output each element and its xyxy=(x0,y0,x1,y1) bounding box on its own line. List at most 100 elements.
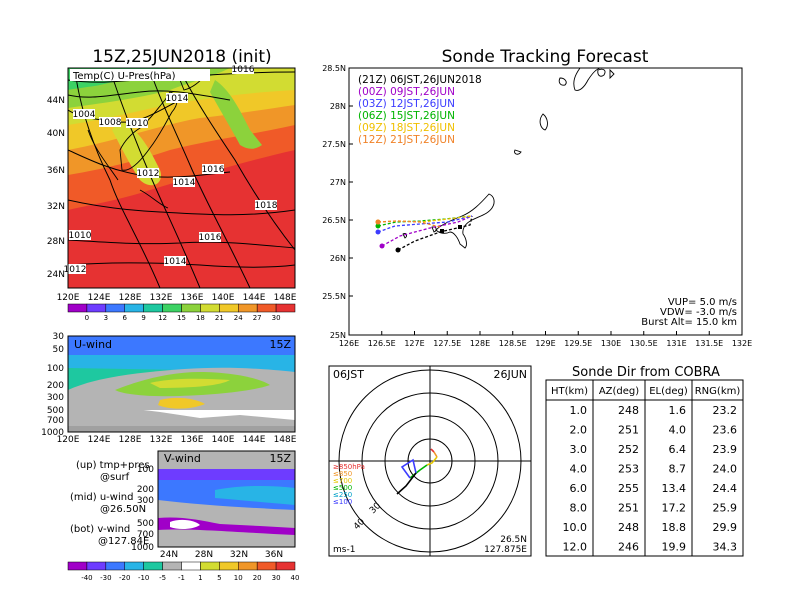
track-lon-tick: 127E xyxy=(404,339,424,348)
wind-colorbar-label: 20 xyxy=(253,574,262,582)
wind-colorbar-label: -5 xyxy=(159,574,166,582)
temp-colorbar-label: 27 xyxy=(253,314,262,322)
vwind-lat-tick: 32N xyxy=(230,550,248,560)
wind-colorbar-cell xyxy=(105,561,126,571)
table-cell: 29.9 xyxy=(713,521,738,534)
track-paths xyxy=(375,215,473,253)
vwind-lat-tick: 24N xyxy=(160,550,178,560)
isobar-label-bg xyxy=(232,64,254,74)
map-lon-tick: 136E xyxy=(181,293,204,303)
coastline xyxy=(402,68,615,249)
isobar-label-bg xyxy=(173,177,195,187)
hodo-level-item: ≤250 xyxy=(333,491,352,499)
temp-colorbar-cell xyxy=(105,303,126,313)
table-cell: 18.8 xyxy=(662,521,687,534)
map-lon-tick: 120E xyxy=(57,293,80,303)
uwind-level-tick: 1000 xyxy=(41,428,64,438)
temp-colorbar-cell xyxy=(275,303,296,313)
temp-colorbar-cell xyxy=(143,303,163,313)
table-header-cell: AZ(deg) xyxy=(599,386,639,397)
track-param: Burst Alt= 15.0 km xyxy=(641,317,737,328)
sonde-table: HT(km) AZ(deg) EL(deg) RNG(km) 1.0 248 1.6 23.2… xyxy=(546,380,743,556)
track-start-marker xyxy=(375,223,381,229)
uwind-lon-tick: 128E xyxy=(119,435,142,445)
temp-map xyxy=(68,68,295,288)
track-legend: (21Z) 06JST,26JUN2018(00Z) 09JST,26JUN(0… xyxy=(358,74,482,146)
uwind-level-tick: 300 xyxy=(47,393,64,403)
isobar-label: 1010 xyxy=(126,119,149,129)
table-cell: 24.4 xyxy=(713,482,738,495)
track-line xyxy=(381,215,473,247)
wind-colorbar-cell xyxy=(86,561,107,571)
track-legend-item: (12Z) 21JST,26JUN xyxy=(358,134,455,146)
track-param: VUP= 5.0 m/s xyxy=(668,297,737,308)
track-line xyxy=(377,215,473,233)
track-lat-tick: 28N xyxy=(330,102,346,111)
isobar-label-bg xyxy=(137,168,159,178)
hodo-level-item: ≥850hPa xyxy=(333,463,365,471)
hodo-unit: ms-1 xyxy=(333,545,355,555)
isobar-label-bg xyxy=(126,118,148,128)
map-lat-tick: 24N xyxy=(47,270,65,280)
hodo-time: 06JST xyxy=(333,368,364,381)
isobar-label-bg xyxy=(255,200,277,210)
map-lon-tick: 148E xyxy=(274,293,297,303)
table-cell: 34.3 xyxy=(713,541,738,554)
map-lat-tick: 40N xyxy=(47,129,65,139)
map-lon-tick: 128E xyxy=(119,293,142,303)
wind-colorbar-label: 10 xyxy=(234,574,243,582)
isobar-label: 1016 xyxy=(199,233,222,243)
track-lon-tick: 132E xyxy=(732,339,752,348)
hodo-level-item: ≤100 xyxy=(333,498,352,506)
wind-colorbar-cell xyxy=(200,561,220,571)
uwind-lon-tick: 148E xyxy=(274,435,297,445)
uwind-lon-tick: 136E xyxy=(181,435,204,445)
vwind-level-tick: 300 xyxy=(137,496,154,506)
uwind-frame xyxy=(67,335,296,433)
track-lat-ticks: 28.5N 28N 27.5N 27N 26.5N 26N 25.5N 25N xyxy=(322,64,353,340)
wind-colorbar: -40 -30 -20 -10 -5 -1 1 5 10 20 30 40 xyxy=(67,561,299,582)
track-legend-item: (21Z) 06JST,26JUN2018 xyxy=(358,74,482,86)
isobar-label-bg xyxy=(199,232,221,242)
isobar-label: 1018 xyxy=(255,201,278,211)
table-cell: 19.9 xyxy=(662,541,687,554)
track-start-marker xyxy=(395,247,401,253)
isobar-label: 1014 xyxy=(164,257,187,267)
wind-colorbar-cell xyxy=(219,561,239,571)
vwind-label: V-wind xyxy=(164,452,201,465)
isobar-label-bg xyxy=(64,264,86,274)
map-label-box xyxy=(70,69,210,81)
track-lon-tick: 127.5E xyxy=(433,339,461,348)
table-cell: 24.0 xyxy=(713,463,738,476)
table-cell: 248 xyxy=(618,521,639,534)
table-cell: 248 xyxy=(618,404,639,417)
wind-colorbar-label: -1 xyxy=(178,574,185,582)
isobar-label: 1012 xyxy=(64,265,87,275)
temp-colorbar-cell xyxy=(256,303,277,313)
map-lon-tick: 124E xyxy=(88,293,111,303)
isobar-label: 1008 xyxy=(99,118,122,128)
uwind-lon-ticks: 120E 124E 128E 132E 136E 140E 144E 148E xyxy=(57,435,297,445)
temp-colorbar-cell xyxy=(162,303,182,313)
table-cell: 2.0 xyxy=(570,424,588,437)
vwind-panel xyxy=(158,451,295,547)
wind-colorbar-label: 1 xyxy=(198,574,202,582)
table-cell: 8.7 xyxy=(669,463,687,476)
track-lat-tick: 25.5N xyxy=(322,292,346,301)
track-lon-tick: 126.5E xyxy=(368,339,396,348)
track-lon-tick: 126E xyxy=(339,339,359,348)
track-start-marker xyxy=(375,219,381,225)
table-cell: 13.4 xyxy=(662,482,687,495)
wind-colorbar-label: 5 xyxy=(217,574,221,582)
table-cell: 4.0 xyxy=(570,463,588,476)
table-cell: 251 xyxy=(618,502,639,515)
temp-colorbar-label: 3 xyxy=(104,314,108,322)
table-cell: 6.0 xyxy=(570,482,588,495)
uwind-lon-tick: 140E xyxy=(212,435,235,445)
isobar-label-bg xyxy=(73,109,95,119)
map-lon-tick: 140E xyxy=(212,293,235,303)
table-title: Sonde Dir from COBRA xyxy=(572,365,720,380)
temp-colorbar-cell xyxy=(67,303,88,313)
uwind-label: U-wind xyxy=(74,338,112,351)
